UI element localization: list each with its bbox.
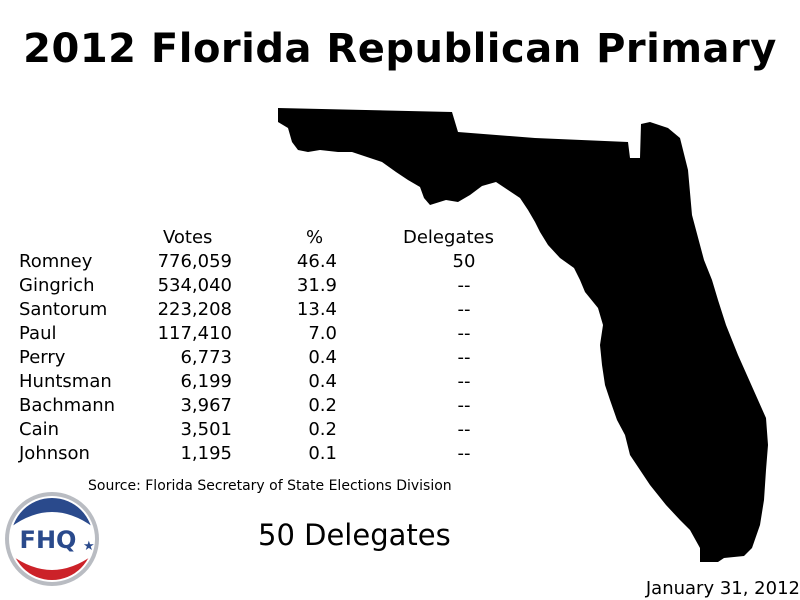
candidate-delegates: --	[457, 299, 471, 320]
candidate-percent: 0.4	[308, 371, 337, 392]
candidate-votes: 6,199	[180, 371, 232, 392]
candidate-delegates: --	[457, 395, 471, 416]
delegate-total: 50 Delegates	[258, 518, 451, 552]
candidate-delegates: --	[457, 323, 471, 344]
candidate-delegates: 50	[452, 251, 476, 272]
candidate-name: Cain	[19, 419, 60, 440]
candidate-delegates: --	[457, 371, 471, 392]
candidate-name: Romney	[19, 251, 93, 272]
fhq-logo: FHQ ★	[5, 492, 99, 586]
candidate-votes: 776,059	[157, 251, 232, 272]
candidate-votes: 3,501	[180, 419, 232, 440]
candidate-percent: 31.9	[296, 275, 337, 296]
header-votes: Votes	[163, 227, 213, 248]
candidate-percent: 0.4	[308, 347, 337, 368]
candidate-delegates: --	[457, 347, 471, 368]
candidate-name: Santorum	[19, 299, 108, 320]
header-delegates: Delegates	[403, 227, 494, 248]
candidate-votes: 534,040	[157, 275, 232, 296]
page-title: 2012 Florida Republican Primary	[23, 26, 777, 72]
candidate-name: Perry	[19, 347, 66, 368]
candidate-votes: 3,967	[180, 395, 232, 416]
candidate-percent: 7.0	[308, 323, 337, 344]
candidate-name: Gingrich	[19, 275, 95, 296]
star-icon: ★	[83, 539, 95, 554]
candidate-percent: 0.2	[308, 395, 337, 416]
candidate-name: Huntsman	[19, 371, 112, 392]
candidate-delegates: --	[457, 275, 471, 296]
candidate-delegates: --	[457, 419, 471, 440]
candidate-votes: 223,208	[157, 299, 232, 320]
candidate-percent: 0.1	[308, 443, 337, 464]
candidate-percent: 46.4	[296, 251, 337, 272]
candidate-percent: 0.2	[308, 419, 337, 440]
candidate-name: Johnson	[19, 443, 90, 464]
candidate-votes: 117,410	[157, 323, 232, 344]
date-label: January 31, 2012	[645, 578, 800, 599]
candidate-name: Paul	[19, 323, 57, 344]
candidate-votes: 1,195	[180, 443, 232, 464]
candidate-percent: 13.4	[296, 299, 337, 320]
logo-text: FHQ	[20, 526, 77, 554]
candidate-delegates: --	[457, 443, 471, 464]
candidate-name: Bachmann	[19, 395, 116, 416]
candidate-votes: 6,773	[180, 347, 232, 368]
florida-state-shape	[278, 108, 768, 562]
source-note: Source: Florida Secretary of State Elect…	[88, 478, 452, 494]
header-percent: %	[306, 227, 324, 248]
